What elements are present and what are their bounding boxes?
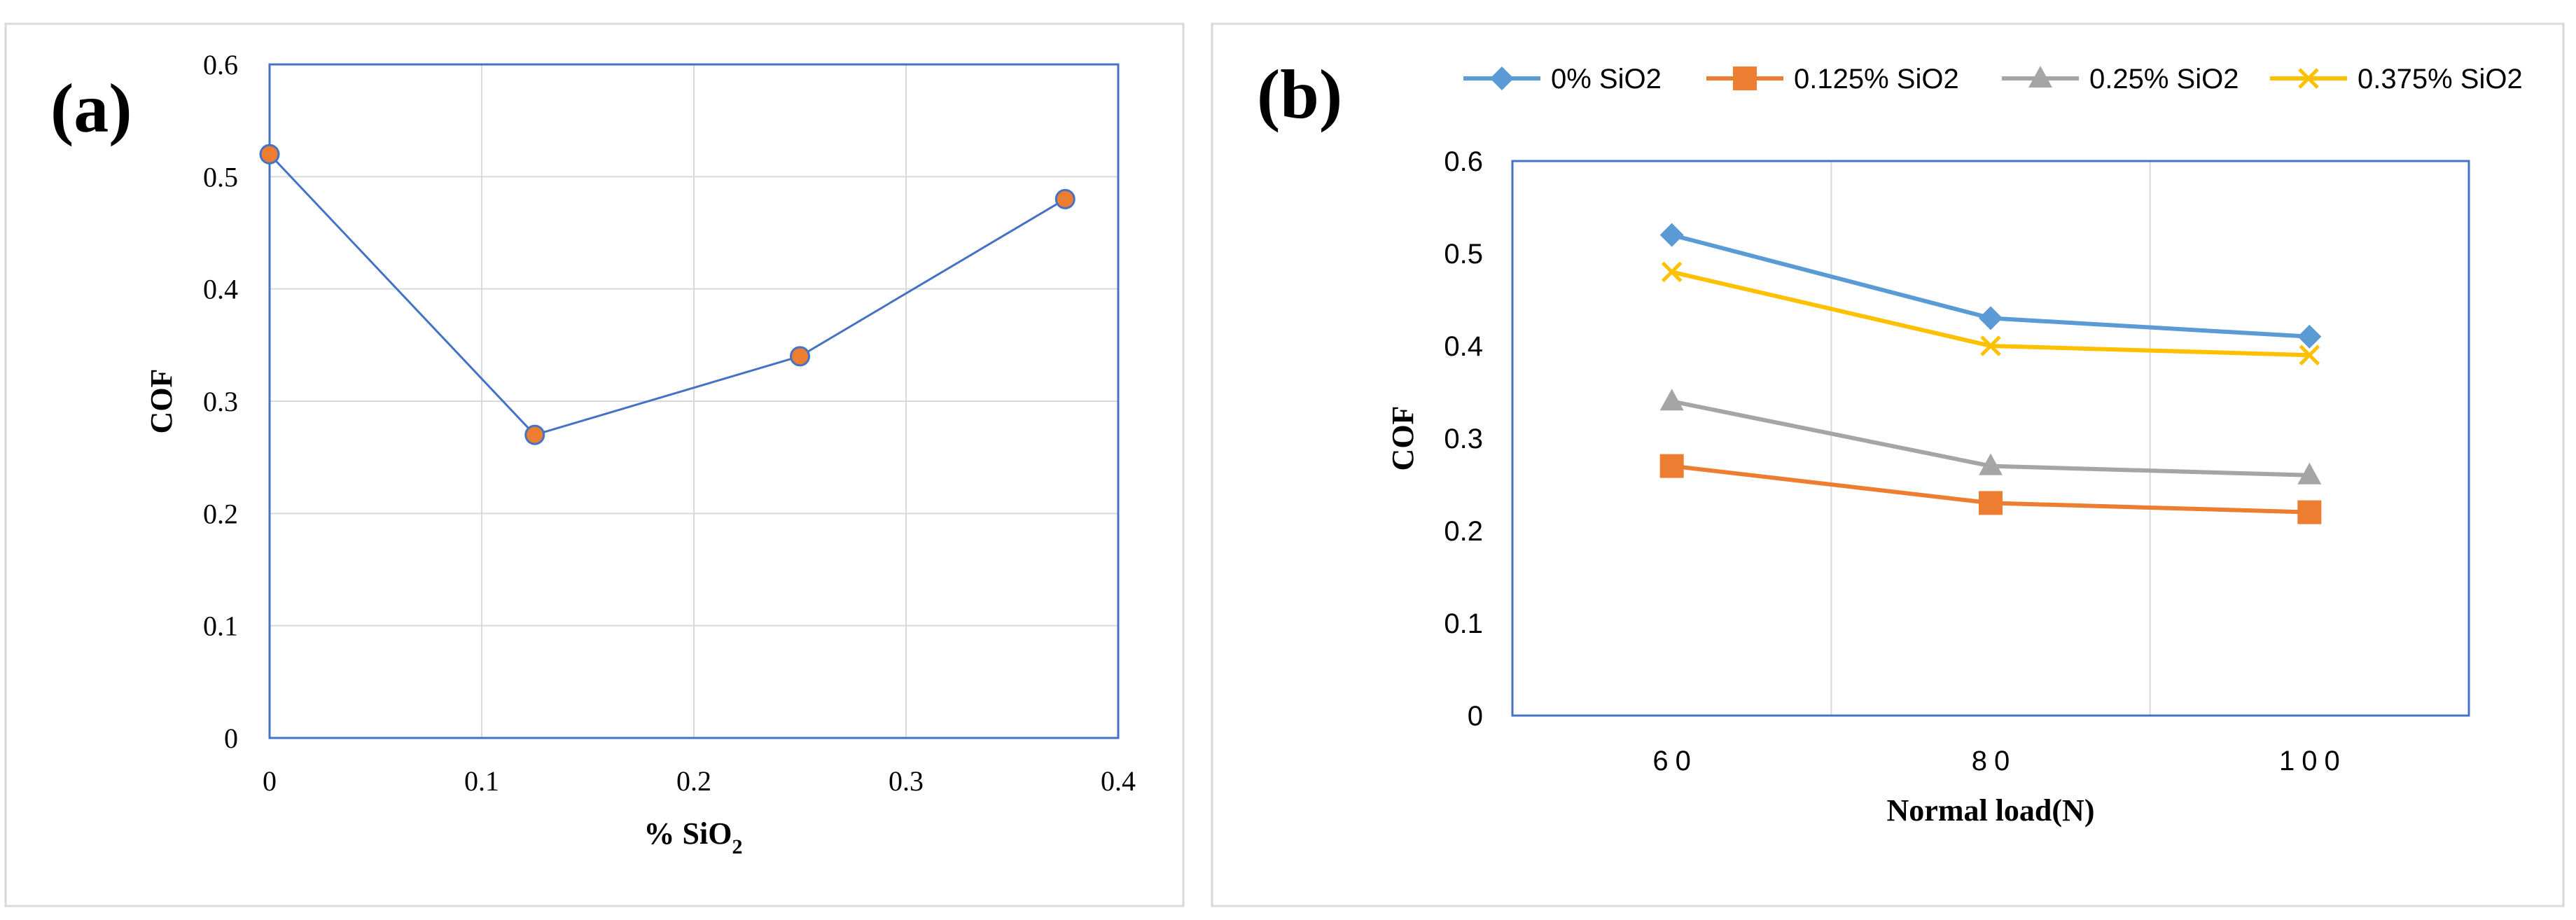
panel-a-x-axis-title: % SiO2 — [644, 816, 743, 858]
panel-b-legend-label: 0% SiO2 — [1551, 64, 1662, 95]
panel-a-data-point — [790, 346, 810, 367]
panel-b-y-tick-label: 0.6 — [1444, 146, 1483, 177]
panel-b-legend-item: 0.375% SiO2 — [2270, 64, 2523, 95]
panel-b-legend-marker — [2298, 68, 2319, 89]
panel-a-x-tick-label: 0.2 — [676, 765, 711, 797]
panel-a-y-axis-title: COF — [144, 369, 179, 434]
panel-b-data-point — [1979, 306, 2003, 330]
panel-a-y-tick-label: 0.4 — [203, 274, 238, 305]
panel-a-y-tick-label: 0.5 — [203, 161, 238, 193]
panel-b-data-point-stroke-2 — [2299, 344, 2320, 365]
panel-a-data-point — [524, 424, 545, 445]
panel-b-x-tick-label: 100 — [2279, 746, 2347, 776]
panel-b-legend-marker — [1490, 67, 1514, 90]
panel-b-legend-marker — [1733, 67, 1757, 90]
panel-b-data-point — [1661, 261, 1683, 283]
panel-b-x-axis-title: Normal load(N) — [1887, 793, 2095, 828]
panel-b-legend-marker-stroke-2 — [2298, 68, 2319, 89]
panel-b-data-point — [2297, 500, 2322, 524]
panel-a-data-point — [1054, 188, 1075, 209]
panel-a-y-tick-label: 0.6 — [203, 49, 238, 81]
panel-b-legend-item: 0.25% SiO2 — [2002, 64, 2239, 95]
panel-a-x-tick-label: 0.3 — [889, 765, 924, 797]
panel-b-data-point — [2299, 344, 2320, 365]
panel-b-data-point — [1659, 454, 1684, 478]
panel-a-series — [259, 144, 1075, 445]
panel-a-x-axis-title-main: % SiO — [644, 816, 732, 851]
panel-a-x-axis-title-subscript: 2 — [732, 835, 742, 858]
panel-a-series-line — [268, 153, 1066, 436]
panel-b-legend-marker — [2028, 66, 2052, 88]
panel-b-legend-label: 0.125% SiO2 — [1794, 64, 1959, 95]
panel-b-label: (b) — [1257, 55, 1342, 133]
panel-a-label: (a) — [50, 69, 132, 147]
panel-a-x-tick-label: 0.4 — [1101, 765, 1136, 797]
panel-a-y-tick-label: 0 — [224, 723, 238, 754]
panel-b-legend-label: 0.25% SiO2 — [2089, 64, 2239, 95]
panel-b-y-tick-label: 0.5 — [1444, 239, 1483, 270]
panel-b-y-tick-label: 0.4 — [1444, 331, 1483, 362]
panel-b-data-point — [1980, 335, 2001, 356]
panel-b-plot-area — [1511, 160, 2470, 717]
panel-a-y-tick-label: 0.2 — [203, 498, 238, 529]
panel-b-data-point — [1659, 389, 1684, 411]
panel-a-plot-area — [268, 63, 1120, 739]
panel-a-y-tick-label: 0.1 — [203, 611, 238, 642]
panel-b-data-point — [2297, 462, 2322, 485]
panel-a-x-tick-label: 0 — [263, 765, 277, 797]
panel-b-data-point-stroke-2 — [1661, 261, 1683, 283]
panel-b-y-tick-label: 0.2 — [1444, 516, 1483, 547]
panel-b-series-3 — [1661, 261, 2320, 365]
panel-b-series-2 — [1659, 389, 2322, 485]
panel-b-legend-label: 0.375% SiO2 — [2358, 64, 2523, 95]
panel-b-y-tick-label: 0.1 — [1444, 608, 1483, 639]
panel-b-x-tick-label: 60 — [1652, 746, 1698, 776]
panel-a-data-point — [259, 144, 280, 165]
panel-b-gridlines — [1830, 161, 2151, 716]
panel-a-x-tick-label: 0.1 — [464, 765, 499, 797]
panel-b-series-1 — [1659, 454, 2322, 524]
panel-b-legend-item: 0% SiO2 — [1463, 64, 1662, 95]
panel-a-y-tick-label: 0.3 — [203, 386, 238, 417]
panel-b-series-0 — [1659, 223, 2322, 349]
panel-b-x-tick-label: 80 — [1972, 746, 2017, 776]
panel-b-legend: 0% SiO2 0.125% SiO2 0.25% SiO2 0.375% SiO2 — [1463, 64, 2523, 95]
panel-b-data-point-stroke-2 — [1980, 335, 2001, 356]
panel-b-legend-item: 0.125% SiO2 — [1706, 64, 1959, 95]
panel-a-frame — [4, 22, 1185, 907]
panel-b-y-tick-label: 0 — [1468, 701, 1483, 732]
panel-b-data-point — [1979, 491, 2003, 515]
panel-b-data-point — [2297, 324, 2322, 349]
panel-b-series — [1659, 223, 2322, 524]
panel-b-data-point — [1659, 223, 1684, 247]
panel-b-data-point — [1979, 453, 2003, 475]
panel-b-ticks: 0 0.1 0.2 0.3 0.4 0.5 0.6 60 80 100 — [1444, 146, 2347, 776]
panel-a-ticks: 0 0.1 0.2 0.3 0.4 0.5 0.6 0 0.1 0.2 0.3 0.4 — [203, 49, 1136, 797]
panel-b-y-axis-title: COF — [1386, 406, 1420, 471]
panel-b-frame — [1211, 22, 2565, 907]
panel-b-y-tick-label: 0.3 — [1444, 424, 1483, 454]
